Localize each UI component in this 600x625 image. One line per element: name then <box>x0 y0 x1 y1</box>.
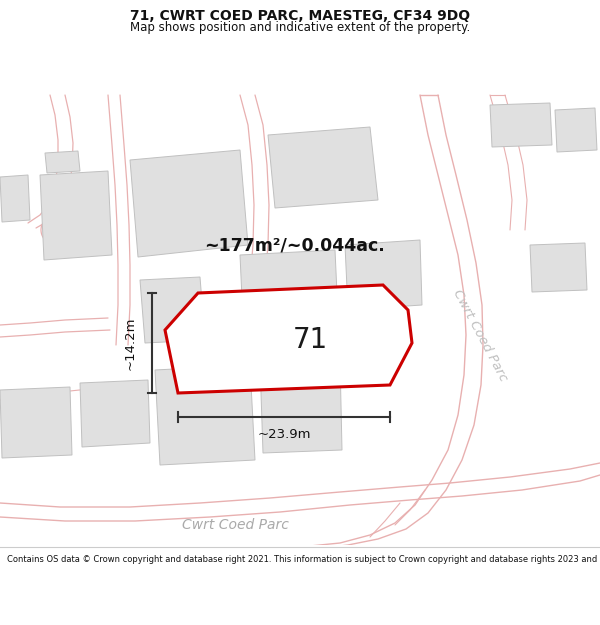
Polygon shape <box>40 171 112 260</box>
Polygon shape <box>165 285 412 393</box>
Polygon shape <box>140 277 205 343</box>
Text: ~177m²/~0.044ac.: ~177m²/~0.044ac. <box>205 236 385 254</box>
Text: Cwrt Coed Parc: Cwrt Coed Parc <box>182 518 289 532</box>
Polygon shape <box>0 175 30 222</box>
Polygon shape <box>268 127 378 208</box>
Polygon shape <box>155 365 255 465</box>
Polygon shape <box>555 108 597 152</box>
Polygon shape <box>240 250 338 320</box>
Text: ~14.2m: ~14.2m <box>124 316 137 370</box>
Polygon shape <box>345 240 422 310</box>
Text: 71, CWRT COED PARC, MAESTEG, CF34 9DQ: 71, CWRT COED PARC, MAESTEG, CF34 9DQ <box>130 9 470 23</box>
Polygon shape <box>0 387 72 458</box>
Text: ~23.9m: ~23.9m <box>257 429 311 441</box>
Text: 71: 71 <box>292 326 328 354</box>
Polygon shape <box>45 151 80 173</box>
Text: Cwrt Coed Parc: Cwrt Coed Parc <box>450 287 510 383</box>
Polygon shape <box>80 380 150 447</box>
Polygon shape <box>130 150 248 257</box>
Polygon shape <box>490 103 552 147</box>
Polygon shape <box>530 243 587 292</box>
Polygon shape <box>260 360 342 453</box>
Text: Map shows position and indicative extent of the property.: Map shows position and indicative extent… <box>130 21 470 34</box>
Text: Contains OS data © Crown copyright and database right 2021. This information is : Contains OS data © Crown copyright and d… <box>7 554 600 564</box>
